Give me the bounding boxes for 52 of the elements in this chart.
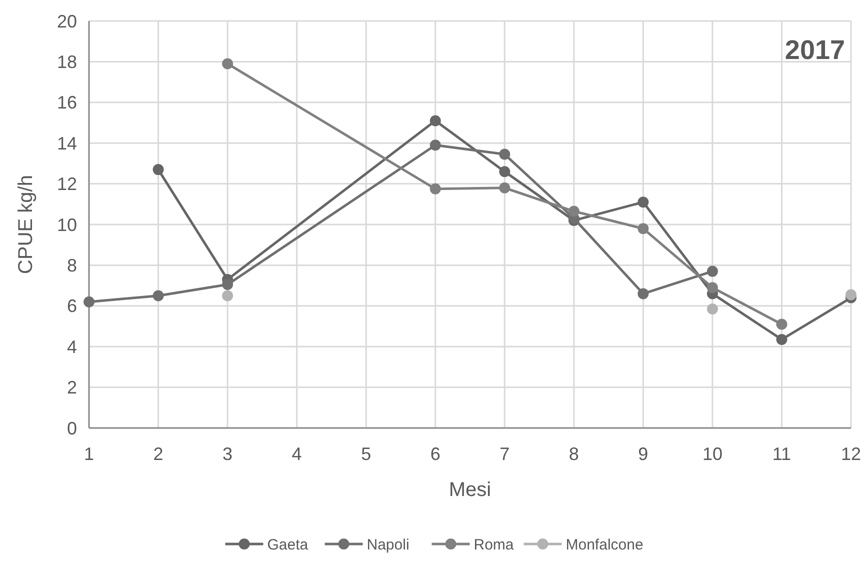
x-tick-label: 4 bbox=[292, 444, 302, 464]
point bbox=[706, 303, 718, 314]
point bbox=[152, 290, 164, 302]
point bbox=[638, 223, 649, 234]
y-tick-label: 20 bbox=[56, 11, 77, 32]
point bbox=[430, 115, 441, 126]
x-tick-label: 5 bbox=[361, 444, 372, 464]
y-tick-label: 16 bbox=[56, 92, 77, 113]
y-tick-label: 4 bbox=[66, 336, 77, 357]
point bbox=[846, 289, 856, 300]
x-tick-label: 10 bbox=[702, 444, 722, 464]
point bbox=[499, 182, 510, 194]
point bbox=[222, 279, 234, 290]
x-tick-label: 8 bbox=[568, 444, 579, 464]
x-tick-label: 9 bbox=[638, 444, 648, 464]
point bbox=[430, 140, 441, 151]
point bbox=[222, 290, 234, 302]
x-axis-title: Mesi bbox=[448, 479, 492, 501]
point bbox=[499, 166, 510, 178]
legend-label: Napoli bbox=[366, 536, 410, 554]
point bbox=[706, 266, 718, 277]
x-tick-label: 12 bbox=[840, 444, 862, 464]
point bbox=[638, 288, 649, 300]
point bbox=[776, 334, 788, 345]
y-tick-label: 0 bbox=[66, 418, 77, 438]
y-tick-label: 18 bbox=[56, 52, 77, 72]
point bbox=[499, 148, 510, 160]
point bbox=[638, 196, 649, 208]
point bbox=[706, 282, 718, 294]
point bbox=[430, 183, 441, 194]
x-tick-label: 7 bbox=[500, 444, 510, 464]
y-tick-label: 6 bbox=[66, 296, 77, 316]
point bbox=[84, 296, 94, 308]
point bbox=[568, 206, 580, 217]
legend-label: Gaeta bbox=[267, 536, 309, 554]
y-tick-label: 14 bbox=[56, 133, 77, 154]
x-tick-label: 6 bbox=[430, 444, 440, 464]
x-tick-label: 11 bbox=[772, 444, 792, 464]
legend-label: Monfalcone bbox=[566, 536, 644, 554]
y-axis-title: CPUE kg/h bbox=[15, 175, 37, 274]
y-tick-label: 8 bbox=[66, 256, 77, 276]
x-tick-label: 2 bbox=[153, 444, 164, 464]
x-tick-label: 3 bbox=[222, 444, 233, 464]
y-tick-label: 2 bbox=[66, 378, 77, 398]
text: 2017 bbox=[784, 35, 845, 65]
point bbox=[152, 164, 164, 176]
point bbox=[222, 58, 234, 70]
legend-label: Roma bbox=[474, 536, 514, 554]
y-tick-label: 10 bbox=[56, 214, 77, 235]
point bbox=[776, 318, 788, 330]
y-tick-label: 12 bbox=[56, 174, 77, 194]
x-tick-label: 1 bbox=[84, 444, 94, 464]
